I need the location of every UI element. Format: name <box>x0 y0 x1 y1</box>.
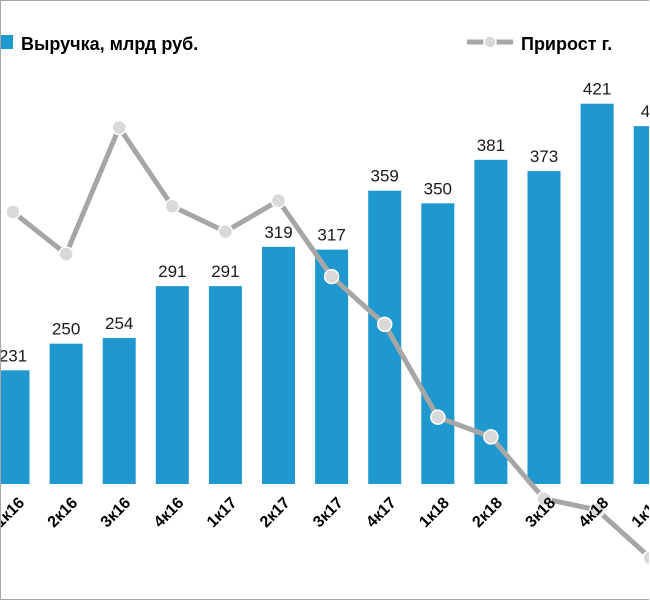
bar-1к17 <box>208 286 242 484</box>
bar-4к17 <box>368 190 402 484</box>
bar-label-3к16: 254 <box>105 314 133 333</box>
bar-label-3к18: 373 <box>530 147 558 166</box>
bar-label-4к17: 359 <box>371 167 399 186</box>
x-tick-1к19: 1к19 <box>629 494 649 531</box>
growth-point-1к19 <box>642 550 649 566</box>
legend: Выручка, млрд руб. Прирост г. <box>1 34 612 54</box>
x-tick-1к17: 1к17 <box>204 494 241 531</box>
growth-point-1к18 <box>430 409 446 425</box>
bar-3к16 <box>102 338 136 484</box>
bar-1к18 <box>421 203 455 485</box>
bar-label-2к17: 319 <box>264 223 292 242</box>
growth-point-2к18 <box>483 429 499 445</box>
x-tick-1к18: 1к18 <box>416 494 453 531</box>
bar-label-4к16: 291 <box>158 262 186 281</box>
legend-label-growth: Прирост г. <box>521 34 612 54</box>
bar-label-3к17: 317 <box>317 226 345 245</box>
growth-point-3к18 <box>536 490 552 507</box>
bar-2к17 <box>262 246 295 484</box>
legend-swatch-revenue <box>1 35 13 49</box>
legend-label-revenue: Выручка, млрд руб. <box>21 34 198 54</box>
bar-label-2к18: 381 <box>477 136 505 155</box>
x-tick-4к16: 4к16 <box>151 494 188 531</box>
growth-point-2к16 <box>58 246 74 262</box>
x-tick-4к17: 4к17 <box>363 494 400 531</box>
bar-1к16 <box>1 370 30 484</box>
bar-2к16 <box>49 343 83 484</box>
bar-4к16 <box>155 286 189 484</box>
bar-label-1к18: 350 <box>424 179 452 198</box>
bar-label-2к16: 250 <box>52 320 80 339</box>
growth-point-4к18 <box>589 502 605 518</box>
bar-labels-group: 231 250 254 291 291 319 317 359 350 381 373 421 40 <box>1 80 649 366</box>
bar-4к18 <box>580 103 614 485</box>
growth-point-4к17 <box>376 316 393 333</box>
bar-1к19 <box>633 126 649 485</box>
growth-line-group <box>5 119 649 566</box>
bar-label-4к18: 421 <box>583 80 611 99</box>
bar-label-1к19: 40 <box>641 102 649 121</box>
growth-point-1к16 <box>5 204 21 220</box>
x-tick-2к17: 2к17 <box>257 494 294 531</box>
x-tick-3к17: 3к17 <box>310 494 347 531</box>
growth-point-3к17 <box>323 268 340 285</box>
bar-label-1к17: 291 <box>211 262 239 281</box>
growth-point-1к17 <box>217 223 234 240</box>
growth-point-3к16 <box>111 119 127 136</box>
legend-marker-growth <box>483 35 497 49</box>
x-tick-3к16: 3к16 <box>98 494 135 531</box>
bar-3к18 <box>527 171 561 484</box>
bar-label-1к16: 231 <box>1 346 27 365</box>
growth-point-2к17 <box>270 192 287 209</box>
growth-point-4к16 <box>164 198 181 215</box>
bars-group <box>1 103 649 485</box>
x-tick-1к16: 1к16 <box>1 494 28 531</box>
x-tick-2к18: 2к18 <box>469 494 506 531</box>
x-tick-4к18: 4к18 <box>576 494 613 531</box>
x-axis-ticks: 1к16 2к16 3к16 4к16 1к17 2к17 3к17 4к17 1к18 2к18… <box>1 494 649 531</box>
x-tick-2к16: 2к16 <box>45 494 82 531</box>
